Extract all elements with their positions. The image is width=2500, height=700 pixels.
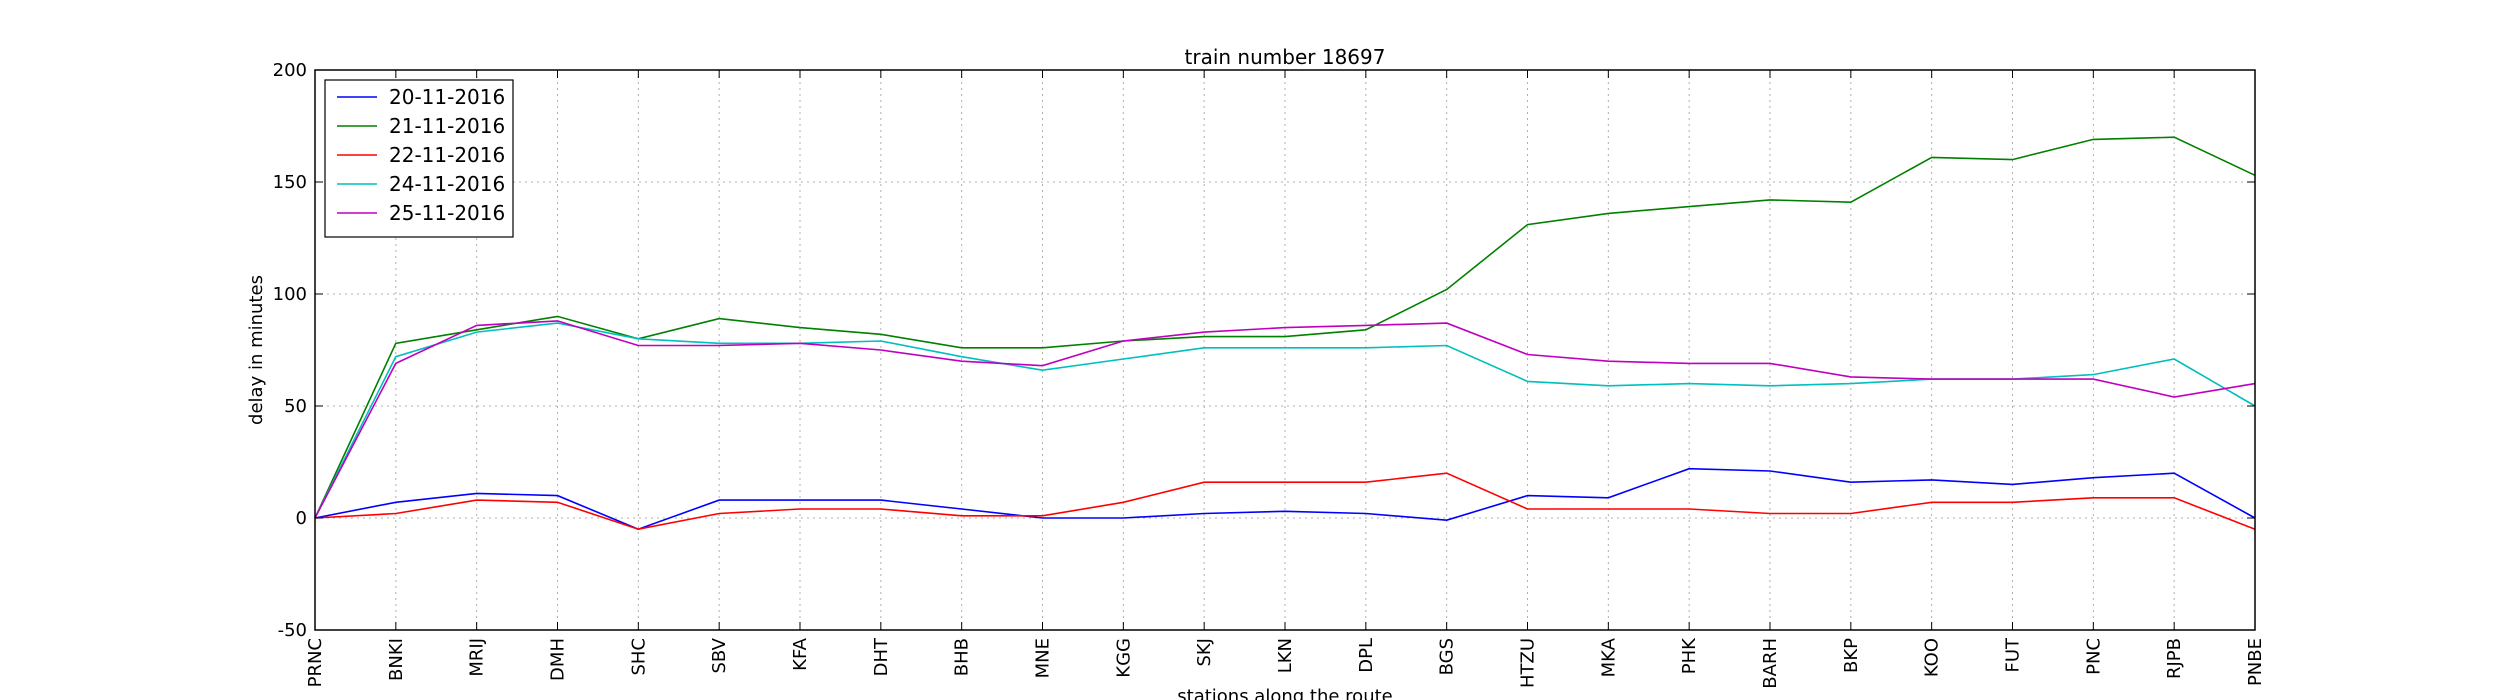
x-tick-label: MNE (1033, 638, 1054, 678)
series-lines (314, 136, 2256, 531)
x-tick-label: BKP (1841, 638, 1862, 673)
x-axis-title: stations along the route (1177, 686, 1392, 700)
legend: 20-11-2016 21-11-2016 22-11-2016 24-11-2016… (324, 79, 514, 238)
x-tick-label: SBV (709, 637, 730, 673)
x-tick-label: BARH (1760, 638, 1781, 689)
y-axis-title: delay in minutes (246, 275, 267, 425)
y-tick-label: 200 (273, 60, 307, 81)
series-line-25-11-2016 (314, 320, 2256, 519)
x-tick-label: BNKI (386, 638, 407, 681)
legend-label: 25-11-2016 (389, 201, 505, 225)
x-axis-ticks: PRNC BNKI MRIJ DMH SHC SBV KFA DHT BHB MNE KGG SKJ L… (305, 70, 2266, 689)
x-tick-label: PHK (1679, 637, 1700, 674)
x-tick-label: RJPB (2164, 638, 2185, 679)
series-line-22-11-2016 (314, 472, 2256, 531)
y-tick-label: 150 (273, 172, 307, 193)
x-tick-label: KFA (790, 637, 811, 671)
y-tick-label: 0 (296, 508, 307, 529)
x-tick-label: FUT (2003, 637, 2024, 673)
legend-label: 24-11-2016 (389, 172, 505, 196)
x-tick-label: DPL (1356, 638, 1377, 673)
y-tick-label: 50 (284, 396, 307, 417)
x-tick-label: PNC (2083, 638, 2104, 675)
x-tick-label: LKN (1275, 638, 1296, 673)
x-tick-label: PRNC (305, 638, 326, 687)
x-tick-label: KOO (1922, 638, 1943, 677)
x-tick-label: PNBE (2245, 638, 2266, 686)
x-tick-label: SHC (628, 638, 649, 676)
y-axis-ticks: -50 0 50 100 150 200 (273, 60, 2255, 641)
legend-box (324, 79, 514, 238)
x-tick-label: BGS (1437, 638, 1458, 675)
x-tick-label: MRIJ (467, 638, 488, 677)
x-tick-label: MKA (1598, 637, 1619, 677)
y-tick-label: 100 (273, 284, 307, 305)
x-tick-label: KGG (1113, 638, 1134, 678)
y-tick-label: -50 (278, 620, 307, 641)
legend-label: 21-11-2016 (389, 114, 505, 138)
legend-label: 22-11-2016 (389, 143, 505, 167)
x-tick-label: BHB (952, 638, 973, 676)
legend-label: 20-11-2016 (389, 85, 505, 109)
x-tick-label: DHT (871, 637, 892, 676)
grid-lines (315, 70, 2255, 630)
x-tick-label: SKJ (1194, 638, 1215, 667)
chart-title: train number 18697 (1185, 45, 1386, 69)
x-tick-label: HTZU (1518, 638, 1539, 688)
x-tick-label: DMH (548, 638, 569, 681)
